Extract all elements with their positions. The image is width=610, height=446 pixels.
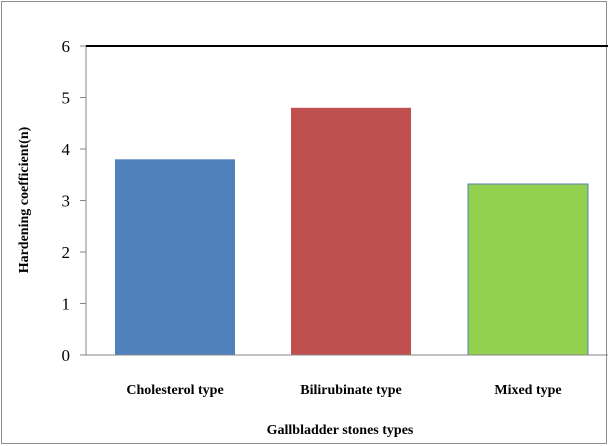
x-axis-title: Gallbladder stones types	[267, 423, 414, 438]
y-tick-label: 3	[62, 192, 71, 211]
y-tick-label: 5	[62, 89, 71, 108]
x-category-label: Bilirubinate type	[300, 383, 402, 398]
bar-bilirubinate-type	[291, 107, 411, 355]
y-tick-label: 0	[62, 346, 71, 365]
y-tick-label: 6	[62, 37, 71, 56]
bar-mixed-type	[467, 183, 589, 356]
y-axis-title: Hardening coefficient(n)	[17, 126, 32, 273]
bars-group	[115, 107, 589, 356]
y-tick-label: 2	[62, 243, 71, 262]
y-tick-label: 4	[62, 140, 71, 159]
x-category-label: Mixed type	[494, 383, 561, 398]
y-tick-label: 1	[62, 295, 71, 314]
bar-cholesterol-type	[115, 159, 235, 355]
x-category-label: Cholesterol type	[126, 383, 223, 398]
y-ticks-group: 0 1 2 3 4 5 6	[62, 37, 86, 365]
x-categories-group: Cholesterol type Bilirubinate type Mixed t…	[126, 383, 561, 398]
